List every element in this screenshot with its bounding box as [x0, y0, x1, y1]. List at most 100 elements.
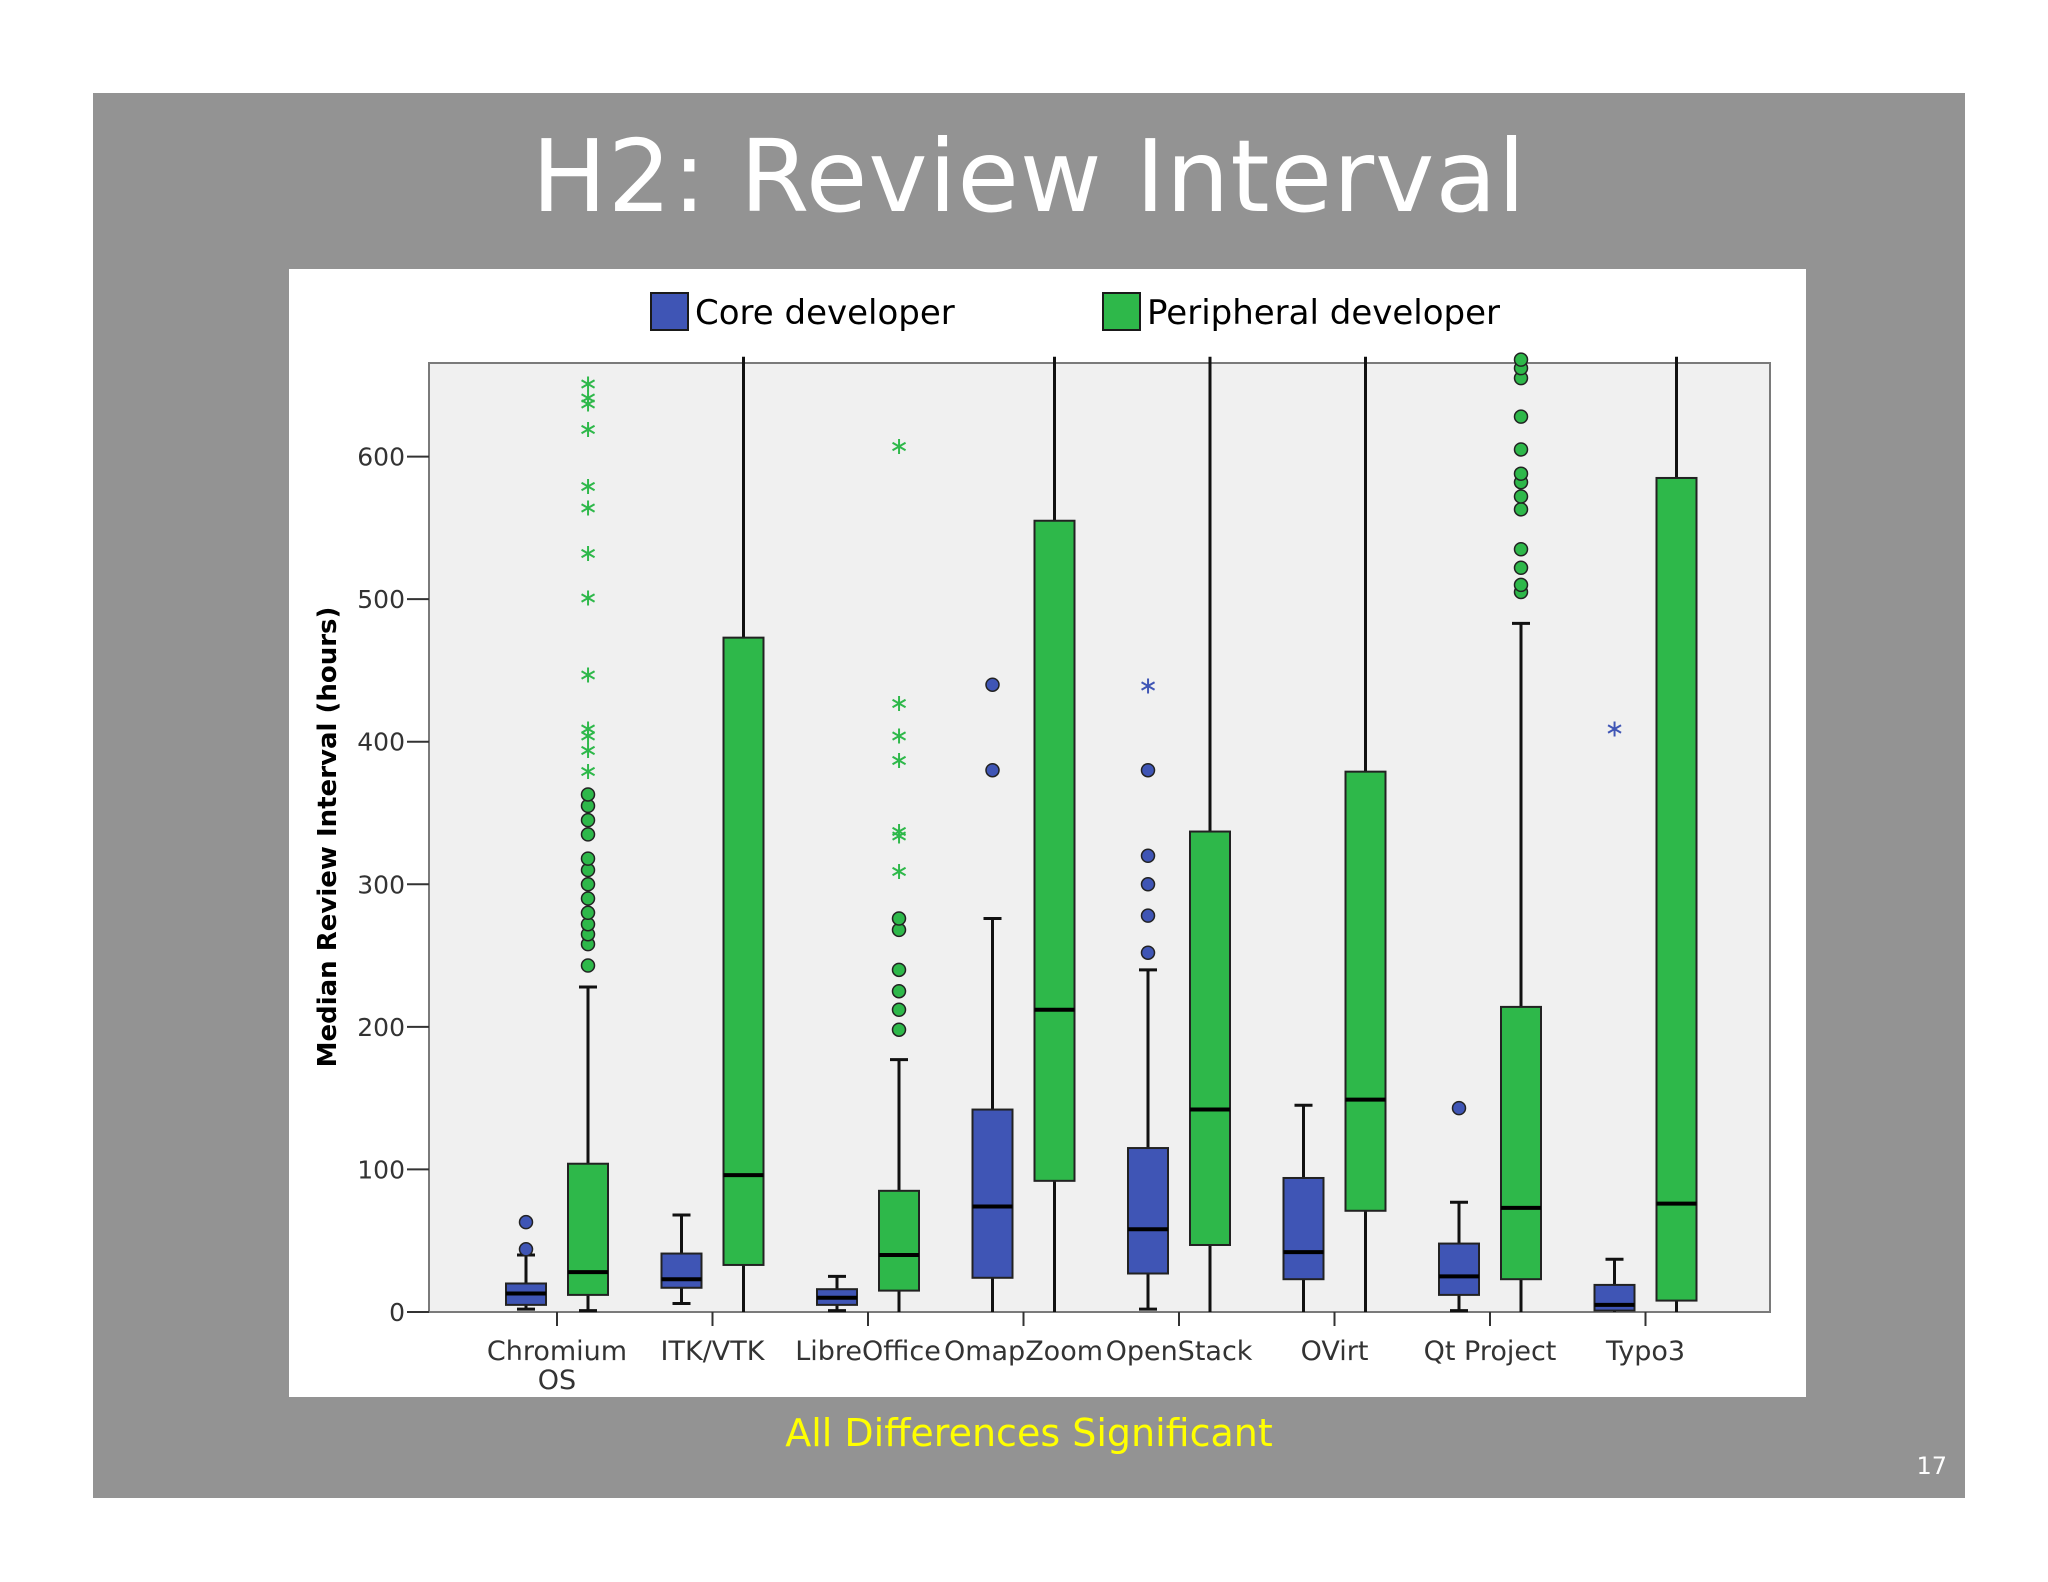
- x-tick-label: Chromium OS: [487, 1336, 627, 1396]
- outlier-point: [1513, 409, 1529, 424]
- y-tick-label: 100: [357, 1155, 405, 1184]
- legend-label-peripheral: Peripheral developer: [1147, 293, 1500, 333]
- box-peripheral: [1500, 352, 1542, 1312]
- extreme-point: ∗: [578, 660, 598, 688]
- page-number: 17: [1916, 1452, 1947, 1480]
- extreme-point: ∗: [578, 714, 598, 742]
- y-tick-label: 400: [357, 728, 405, 757]
- box-iqr: [1344, 770, 1387, 1212]
- outlier-point: [1451, 1100, 1467, 1116]
- extreme-point: ∗: [1604, 714, 1624, 742]
- y-axis-label: Median Review Interval (hours): [313, 607, 343, 1068]
- box-peripheral: [722, 356, 765, 1312]
- box-core: [1282, 1103, 1325, 1312]
- extreme-point: ∗: [578, 493, 598, 521]
- outlier-point: [891, 1022, 907, 1037]
- x-tick-label: LibreOffice: [795, 1336, 941, 1367]
- box-core: [505, 1214, 547, 1311]
- outlier-point: [891, 911, 907, 926]
- outlier-point: [1513, 466, 1529, 481]
- outlier-point: [1140, 877, 1156, 892]
- slide-title: H2: Review Interval: [531, 118, 1527, 235]
- extreme-point: ∗: [889, 817, 909, 845]
- outlier-point: [1513, 489, 1529, 504]
- legend-swatch-core: [650, 292, 689, 331]
- x-tick-label: ITK/VTK: [661, 1336, 766, 1367]
- extreme-point: ∗: [1138, 672, 1158, 700]
- outlier-point: [985, 762, 1000, 778]
- y-tick-label: 600: [357, 443, 405, 472]
- box-iqr: [1655, 476, 1698, 1302]
- outlier-point: [891, 962, 907, 978]
- outlier-point: [580, 827, 596, 842]
- legend-swatch-peripheral: [1102, 292, 1141, 331]
- extreme-point: ∗: [889, 689, 909, 717]
- extreme-point: ∗: [578, 389, 598, 417]
- outlier-point: [518, 1242, 534, 1257]
- box-core: [660, 1213, 703, 1305]
- plot-area: [428, 362, 1771, 1313]
- x-tick-label: Typo3: [1605, 1336, 1685, 1367]
- outlier-point: [1513, 442, 1529, 457]
- extreme-point: ∗: [578, 472, 598, 500]
- legend-label-core: Core developer: [695, 293, 955, 333]
- outlier-point: [891, 1002, 907, 1018]
- axes: 0 100 200 300 400 500 600 Chromium OS ITK/VTK Libr…: [357, 443, 1685, 1396]
- extreme-point: ∗: [578, 539, 598, 567]
- outlier-point: [580, 851, 596, 866]
- outlier-point: [580, 787, 596, 802]
- box-iqr: [1500, 1005, 1542, 1281]
- outlier-point: [1513, 577, 1529, 593]
- x-tick-label: OVirt: [1301, 1336, 1369, 1367]
- y-tick-label: 0: [389, 1298, 405, 1327]
- box-peripheral: ∗∗∗∗∗∗∗: [878, 432, 920, 1312]
- outlier-point: [580, 905, 596, 921]
- extreme-point: ∗: [889, 722, 909, 750]
- outlier-point: [1140, 908, 1156, 923]
- outlier-point: [1140, 762, 1156, 778]
- extreme-point: ∗: [889, 857, 909, 885]
- box-peripheral: [1344, 356, 1387, 1312]
- outlier-point: [580, 958, 596, 973]
- outlier-point: [580, 812, 596, 828]
- extreme-point: ∗: [889, 821, 909, 849]
- box-iqr: [1127, 1147, 1169, 1275]
- chart-panel: Core developer Peripheral developer Medi…: [289, 269, 1806, 1397]
- extreme-point: ∗: [578, 583, 598, 611]
- x-tick-label: OpenStack: [1106, 1336, 1253, 1367]
- outlier-point: [580, 877, 596, 892]
- outlier-point: [1513, 502, 1529, 517]
- box-peripheral: [1189, 356, 1231, 1312]
- outlier-point: [891, 983, 907, 999]
- box-iqr: [722, 636, 765, 1266]
- extreme-point: ∗: [578, 384, 598, 412]
- box-core: ∗: [1127, 672, 1169, 1311]
- extreme-point: ∗: [578, 722, 598, 750]
- boxes: ∗∗∗∗∗∗∗∗∗∗∗∗∗∗∗∗∗∗∗∗∗∗: [505, 352, 1698, 1313]
- box-peripheral: ∗∗∗∗∗∗∗∗∗∗∗∗∗: [567, 369, 609, 1313]
- box-peripheral: [1655, 356, 1698, 1312]
- outlier-point: [1513, 352, 1529, 367]
- x-tick-label: OmapZoom: [944, 1336, 1103, 1367]
- outlier-point: [1513, 542, 1529, 557]
- x-tick-label: Qt Project: [1424, 1336, 1557, 1367]
- box-iqr: [1282, 1176, 1325, 1281]
- outlier-point: [580, 891, 596, 906]
- box-core: ∗: [1593, 714, 1636, 1312]
- outlier-point: [1140, 945, 1156, 960]
- y-tick-label: 300: [357, 870, 405, 899]
- box-core: [1438, 1100, 1480, 1313]
- outlier-point: [1513, 560, 1529, 576]
- box-iqr: [971, 1108, 1014, 1279]
- slide: H2: Review Interval Core developer Perip…: [93, 93, 1965, 1498]
- extreme-point: ∗: [578, 736, 598, 764]
- footnote: All Differences Significant: [785, 1411, 1273, 1455]
- extreme-point: ∗: [578, 415, 598, 443]
- outlier-point: [985, 677, 1000, 692]
- box-iqr: [1189, 830, 1231, 1246]
- y-tick-label: 200: [357, 1013, 405, 1042]
- boxplot-chart: Core developer Peripheral developer Medi…: [289, 269, 1806, 1397]
- box-iqr: [1438, 1242, 1480, 1296]
- outlier-point: [518, 1214, 534, 1230]
- extreme-point: ∗: [889, 746, 909, 774]
